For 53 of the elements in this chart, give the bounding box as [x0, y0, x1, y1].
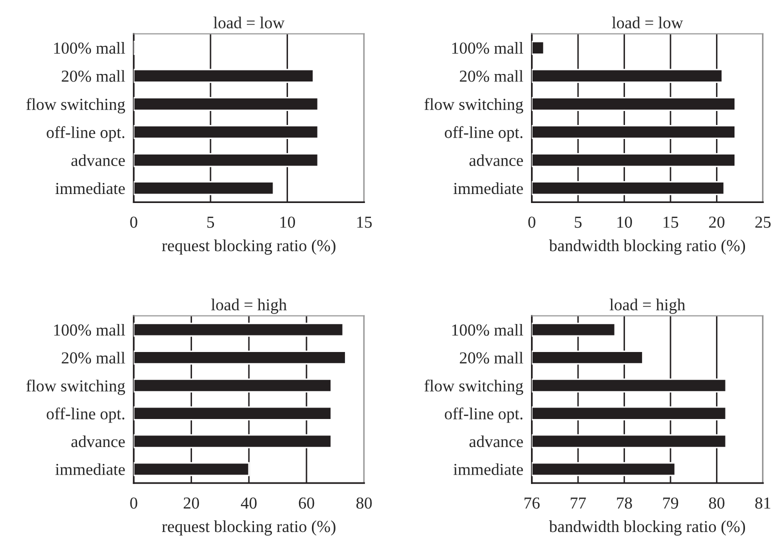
y-tick-label: off-line opt. [46, 126, 124, 142]
y-tick-label: 100% mall [452, 324, 524, 336]
chart-title: load = low [612, 16, 684, 28]
x-tick-label: 40 [240, 497, 257, 509]
x-tick-label: 0 [130, 497, 138, 509]
y-tick-label: flow switching [26, 98, 126, 114]
x-tick-label: 78 [617, 497, 632, 509]
y-tick-label: immediate [453, 182, 523, 194]
x-tick-label: 76 [524, 498, 540, 509]
y-tick-label: immediate [453, 463, 523, 476]
chart-title: load = high [211, 298, 287, 314]
x-tick-label: 5 [574, 216, 582, 228]
y-tick-label: 20% mall [460, 70, 524, 82]
x-tick-label: 20 [709, 216, 724, 228]
y-tick-label: off-line opt. [444, 408, 522, 423]
x-tick-label: 77 [570, 498, 586, 509]
x-tick-label: 81 [755, 497, 770, 509]
y-tick-label: immediate [55, 463, 125, 476]
y-tick-label: flow switching [424, 380, 524, 395]
x-axis-title: request blocking ratio (%) [162, 240, 336, 255]
x-tick-label: 25 [755, 216, 771, 228]
x-tick-label: 80 [356, 497, 372, 509]
y-tick-label: advance [71, 154, 125, 166]
x-tick-label: 5 [207, 216, 214, 228]
y-tick-label: 20% mall [460, 352, 524, 364]
x-axis-title: request blocking ratio (%) [162, 520, 336, 536]
chart-title: load = low [214, 16, 285, 28]
x-tick-label: 20 [184, 497, 200, 509]
x-axis-title: bandwidth blocking ratio (%) [549, 520, 746, 536]
y-tick-label: 100% mall [54, 324, 126, 336]
x-tick-label: 15 [357, 216, 372, 228]
chart-title: load = high [610, 298, 686, 314]
y-tick-label: immediate [55, 182, 125, 194]
y-tick-label: 100% mall [452, 42, 524, 54]
y-tick-label: off-line opt. [444, 126, 522, 142]
x-tick-label: 10 [617, 216, 632, 228]
y-tick-label: flow switching [26, 380, 126, 395]
x-tick-label: 79 [663, 498, 678, 509]
y-tick-label: off-line opt. [46, 408, 124, 423]
x-axis-title: bandwidth blocking ratio (%) [549, 240, 746, 255]
x-tick-label: 15 [664, 216, 678, 228]
y-tick-label: 20% mall [62, 70, 126, 82]
x-tick-label: 10 [280, 216, 295, 228]
y-tick-label: advance [469, 154, 523, 166]
x-tick-label: 0 [130, 216, 138, 228]
y-tick-label: advance [469, 435, 523, 448]
y-tick-label: flow switching [424, 98, 524, 114]
y-tick-label: advance [71, 435, 125, 448]
x-tick-label: 0 [528, 216, 536, 228]
y-tick-label: 100% mall [54, 42, 126, 54]
x-tick-label: 80 [709, 497, 724, 509]
y-tick-label: 20% mall [62, 352, 126, 364]
x-tick-label: 60 [298, 497, 314, 509]
